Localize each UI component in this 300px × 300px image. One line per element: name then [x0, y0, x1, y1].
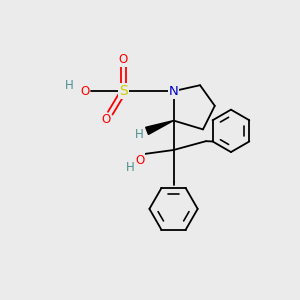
- Text: H: H: [65, 79, 74, 92]
- Text: N: N: [169, 85, 178, 98]
- Text: O: O: [119, 53, 128, 66]
- Text: O: O: [101, 113, 110, 127]
- Polygon shape: [146, 121, 174, 134]
- Text: H: H: [126, 161, 134, 174]
- Text: O: O: [80, 85, 89, 98]
- Text: H: H: [135, 128, 144, 141]
- Text: O: O: [135, 154, 144, 167]
- Text: S: S: [119, 84, 128, 98]
